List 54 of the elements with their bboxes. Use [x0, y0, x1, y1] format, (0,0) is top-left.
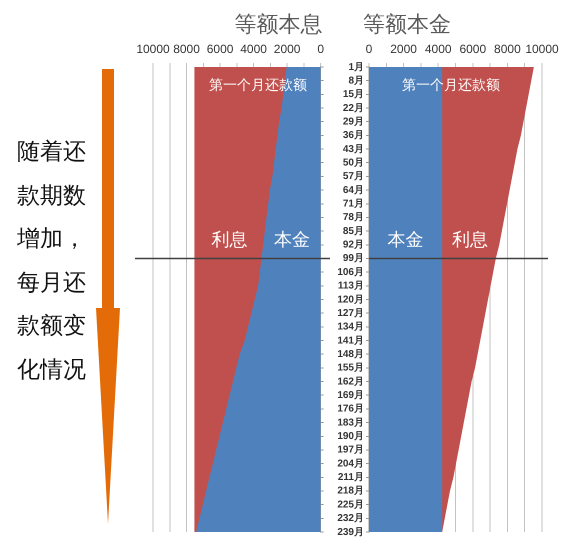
y-tick-label: 85月: [342, 226, 364, 237]
series-label: 本金: [274, 229, 310, 250]
y-tick-label: 78月: [342, 212, 364, 224]
y-tick-label: 190月: [337, 431, 364, 442]
y-tick-label: 50月: [342, 157, 364, 168]
y-tick-label: 155月: [337, 362, 364, 374]
x-tick-label: 6000: [206, 42, 234, 56]
y-tick-label: 211月: [338, 472, 364, 484]
x-tick-label: 2000: [390, 42, 418, 56]
y-tick-label: 134月: [337, 322, 364, 333]
y-tick-label: 99月: [342, 253, 364, 264]
y-tick-label: 92月: [342, 240, 364, 251]
y-tick-label: 106月: [337, 266, 364, 278]
y-tick-label: 127月: [337, 308, 364, 319]
y-tick-label: 64月: [342, 184, 364, 196]
x-tick-label: 4000: [424, 42, 452, 56]
series-label: 利息: [452, 229, 488, 250]
chart-title: 等额本金: [363, 12, 451, 38]
y-tick-label: 71月: [342, 198, 364, 210]
y-tick-label: 1月: [348, 62, 364, 73]
y-tick-label: 57月: [342, 171, 364, 182]
y-tick-label: 36月: [342, 130, 364, 142]
text: 随着还款期数增加，每月还款额变化情况: [17, 138, 87, 384]
x-tick-label: 0: [317, 42, 324, 56]
y-tick-label: 232月: [337, 513, 364, 524]
y-tick-label: 120月: [337, 294, 364, 306]
y-tick-label: 29月: [342, 116, 364, 128]
y-tick-label: 15月: [342, 89, 364, 100]
x-tick-label: 4000: [240, 42, 268, 56]
x-tick-label: 2000: [274, 42, 301, 56]
y-tick-label: 225月: [337, 499, 364, 510]
y-tick-label: 197月: [337, 444, 364, 456]
y-tick-label: 113月: [338, 280, 364, 292]
chart-title: 等额本息: [234, 12, 323, 38]
y-tick-label: 148月: [337, 348, 364, 360]
x-tick-label: 8000: [173, 42, 200, 56]
x-tick-label: 10000: [136, 42, 170, 56]
y-tick-label: 141月: [337, 335, 364, 346]
y-tick-label: 204月: [337, 458, 364, 470]
x-tick-label: 0: [366, 42, 373, 56]
y-tick-label: 8月: [348, 75, 364, 86]
y-tick-label: 176月: [337, 404, 364, 415]
y-tick-label: 169月: [337, 390, 364, 401]
series-label: 本金: [387, 229, 424, 250]
y-tick-label: 218月: [337, 486, 364, 497]
x-tick-label: 8000: [494, 42, 522, 56]
x-tick-label: 6000: [459, 42, 486, 56]
series-label: 利息: [211, 229, 248, 250]
y-tick-label: 43月: [342, 144, 364, 155]
y-tick-label: 162月: [337, 376, 364, 388]
y-tick-label: 22月: [342, 102, 364, 114]
x-tick-label: 10000: [525, 42, 560, 56]
y-tick-label: 239月: [337, 526, 364, 538]
y-tick-label: 183月: [337, 417, 364, 428]
